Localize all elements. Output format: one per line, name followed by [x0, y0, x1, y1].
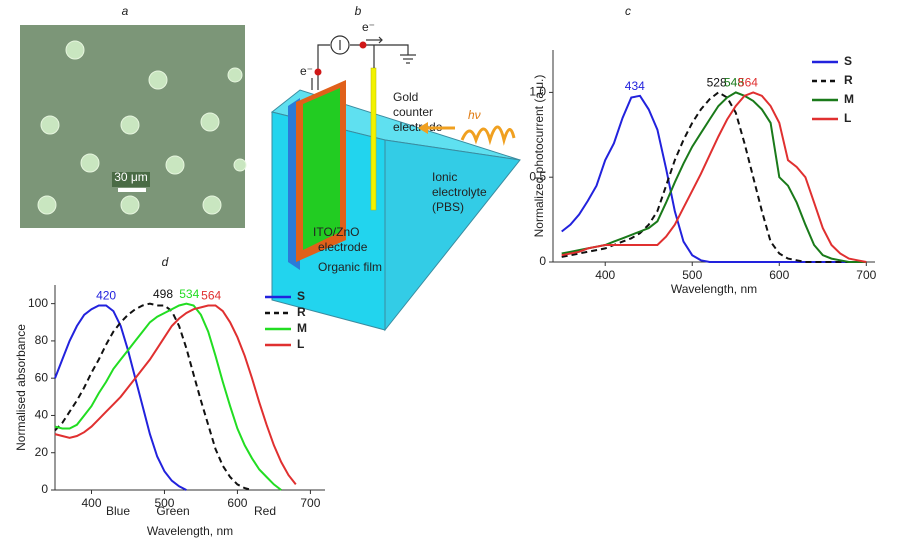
legend-label: M	[297, 321, 307, 335]
node	[359, 41, 367, 49]
series-line	[54, 302, 253, 491]
x-tick-label: 600	[769, 268, 789, 282]
y-tick-label: 100	[28, 296, 48, 310]
legend-label: L	[844, 111, 851, 125]
y-tick-label: 0.5	[529, 169, 546, 183]
legend-label: S	[297, 289, 305, 303]
legend-label: R	[297, 305, 306, 319]
peak-label: 534	[179, 287, 199, 301]
film	[303, 88, 340, 250]
ito-label: electrode	[318, 240, 368, 254]
x-tick-label: 400	[81, 496, 101, 510]
electrolyte-label: electrolyte	[432, 185, 487, 199]
scale-bar	[118, 188, 146, 192]
gold-electrode	[370, 67, 377, 211]
peak-label: 528	[707, 76, 727, 90]
peak-label: 564	[201, 289, 221, 303]
x-tick-label: 500	[682, 268, 702, 282]
panel-label: d	[162, 255, 169, 269]
gold-label: electrode	[393, 120, 443, 134]
band-label: Green	[156, 504, 189, 518]
ito-label: ITO/ZnO	[313, 225, 359, 239]
x-axis-label: Wavelength, nm	[671, 282, 757, 296]
legend-label: R	[844, 73, 853, 87]
band-label: Blue	[106, 504, 130, 518]
x-axis-label: Wavelength, nm	[147, 524, 233, 538]
x-tick-label: 500	[154, 496, 174, 510]
legend-label: M	[844, 92, 854, 106]
panel-label: b	[355, 4, 362, 18]
gold-label: Gold	[393, 90, 418, 104]
peak-label: 498	[153, 287, 173, 301]
x-tick-label: 700	[856, 268, 876, 282]
series-line	[54, 302, 282, 491]
node	[314, 68, 322, 76]
y-axis-label: Normalised absorbance	[14, 324, 28, 451]
electron-label: e⁻	[300, 64, 313, 78]
scale-label: 30 μm	[114, 170, 148, 184]
peak-label: 548	[724, 76, 744, 90]
x-tick-label: 400	[595, 268, 615, 282]
y-tick-label: 0	[539, 254, 546, 268]
y-axis-label: Normalized photocurrent (a.u.)	[532, 75, 546, 238]
legend-label: L	[297, 337, 304, 351]
peak-label: 434	[625, 79, 645, 93]
electrolyte-label: Ionic	[432, 170, 457, 184]
panel-label: c	[625, 4, 631, 18]
light-label: hν	[468, 108, 481, 122]
series-line	[54, 304, 187, 491]
electron-label: e⁻	[362, 20, 375, 34]
peak-label: 420	[96, 289, 116, 303]
panel-label: a	[122, 4, 129, 18]
y-tick-label: 60	[35, 370, 49, 384]
light-wave	[460, 125, 516, 146]
y-tick-label: 40	[35, 408, 49, 422]
gold-label: counter	[393, 105, 433, 119]
y-tick-label: 0	[41, 482, 48, 496]
film-label: Organic film	[318, 260, 382, 274]
legend-label: S	[844, 54, 852, 68]
y-tick-label: 1.0	[529, 85, 546, 99]
arrow	[418, 122, 455, 134]
y-tick-label: 20	[35, 445, 49, 459]
series-line	[54, 304, 297, 486]
band-label: Red	[254, 504, 276, 518]
dots	[37, 40, 247, 215]
electrolyte-label: (PBS)	[432, 200, 464, 214]
circuit	[311, 35, 416, 90]
y-tick-label: 80	[35, 333, 49, 347]
x-tick-label: 700	[300, 496, 320, 510]
x-tick-label: 600	[227, 496, 247, 510]
series-line	[561, 94, 867, 263]
series-line	[561, 91, 867, 263]
peak-label: 564	[738, 76, 758, 90]
scale-bg	[112, 172, 150, 187]
series-line	[561, 91, 867, 263]
